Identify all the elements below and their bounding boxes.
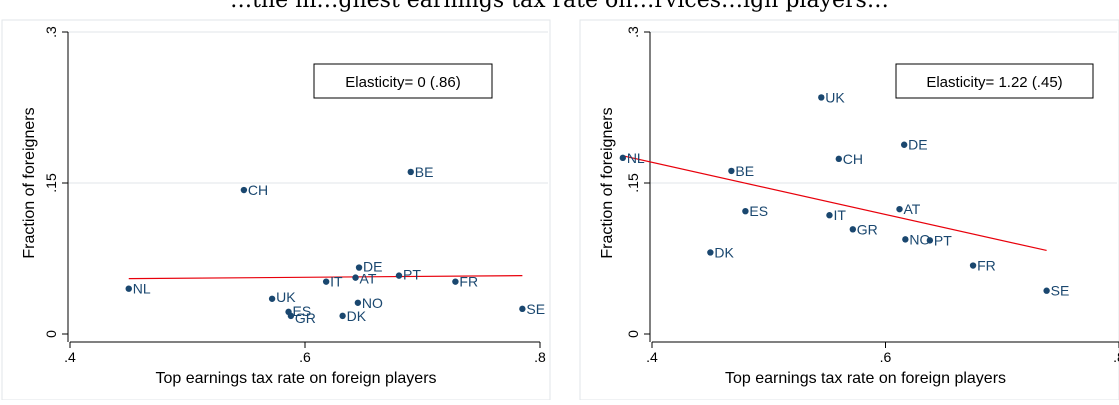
- point-label-fr: FR: [459, 274, 478, 290]
- point-label-be: BE: [735, 163, 754, 179]
- point-label-gr: GR: [295, 310, 316, 326]
- point-label-se: SE: [526, 301, 545, 317]
- elasticity-box: [895, 63, 1094, 99]
- point-label-fr: FR: [977, 258, 996, 274]
- point-uk: [818, 94, 825, 101]
- point-gr: [849, 226, 857, 233]
- y-tick-label: 0: [43, 330, 59, 338]
- point-dk: [707, 249, 714, 256]
- point-gr: [287, 312, 295, 320]
- point-label-de: DE: [908, 137, 927, 153]
- y-axis-title: Fraction of foreigners: [599, 107, 616, 258]
- point-label-be: BE: [415, 164, 434, 180]
- elasticity-label: Elasticity= 1.22 (.45): [926, 74, 1062, 91]
- point-no: [902, 236, 909, 243]
- y-tick-label: .3: [43, 26, 59, 38]
- point-label-ch: CH: [248, 182, 268, 198]
- point-no: [354, 299, 362, 306]
- point-pt: [926, 237, 934, 244]
- x-tick-label: .8: [534, 349, 546, 365]
- point-fr: [969, 262, 977, 269]
- point-label-dk: DK: [714, 244, 734, 260]
- point-uk: [268, 295, 276, 302]
- point-it: [322, 278, 330, 285]
- point-se: [519, 305, 526, 313]
- x-tick-label: .4: [64, 349, 76, 365]
- point-label-at: AT: [904, 201, 921, 217]
- fit-line: [622, 155, 1047, 252]
- point-label-es: ES: [749, 203, 768, 219]
- x-tick-label: .4: [646, 349, 658, 365]
- point-es: [742, 207, 749, 215]
- title-strip: …the hi…ghest earnings tax rate on…rvice…: [0, 0, 1119, 14]
- point-pt: [395, 272, 403, 279]
- point-be: [407, 168, 414, 176]
- point-label-it: IT: [833, 207, 846, 223]
- point-nl: [125, 285, 132, 292]
- left-scatter-panel: 0 .15 .3 .4 .6 .8 Top earnings tax rate on for…: [1, 19, 551, 401]
- elasticity-box: [313, 63, 493, 99]
- point-label-se: SE: [1051, 283, 1070, 299]
- point-label-no: NO: [362, 295, 383, 311]
- point-label-it: IT: [330, 274, 343, 290]
- y-tick-label: .15: [625, 173, 641, 193]
- x-axis-title: Top earnings tax rate on foreign players: [725, 370, 1006, 387]
- y-tick-label: 0: [625, 330, 641, 338]
- point-label-gr: GR: [857, 221, 878, 237]
- point-label-uk: UK: [276, 289, 296, 305]
- point-label-ch: CH: [843, 151, 863, 167]
- point-label-dk: DK: [347, 308, 367, 324]
- point-label-uk: UK: [825, 89, 845, 105]
- point-at: [352, 274, 359, 281]
- point-label-de: DE: [363, 259, 382, 275]
- figure-title: …the hi…ghest earnings tax rate on…rvice…: [230, 0, 889, 13]
- point-de: [355, 264, 363, 271]
- point-se: [1043, 287, 1050, 294]
- right-scatter-panel: 0 .15 .3 .4 .6 .8 Top earnings tax rate on for…: [579, 19, 1119, 401]
- y-tick-label: .3: [625, 26, 641, 38]
- y-tick-label: .15: [43, 173, 59, 193]
- fit-line: [128, 275, 523, 280]
- point-dk: [339, 312, 346, 320]
- point-label-nl: NL: [133, 281, 151, 297]
- point-label-no: NO: [909, 231, 930, 247]
- x-tick-label: .6: [299, 349, 311, 365]
- point-at: [896, 205, 903, 213]
- y-axis-title: Fraction of foreigners: [21, 107, 38, 258]
- point-nl: [619, 154, 627, 162]
- point-label-pt: PT: [934, 232, 952, 248]
- x-tick-label: .6: [880, 349, 892, 365]
- point-ch: [240, 186, 248, 194]
- point-it: [826, 212, 833, 219]
- x-axis-title: Top earnings tax rate on foreign players: [155, 370, 436, 387]
- point-de: [900, 141, 908, 148]
- point-ch: [835, 155, 842, 163]
- point-be: [728, 167, 735, 175]
- point-label-nl: NL: [627, 150, 645, 166]
- point-label-at: AT: [360, 271, 377, 287]
- point-label-es: ES: [293, 303, 312, 319]
- point-fr: [452, 278, 459, 285]
- elasticity-label: Elasticity= 0 (.86): [345, 74, 460, 91]
- point-label-pt: PT: [403, 267, 421, 283]
- x-tick-label: .8: [1113, 349, 1119, 365]
